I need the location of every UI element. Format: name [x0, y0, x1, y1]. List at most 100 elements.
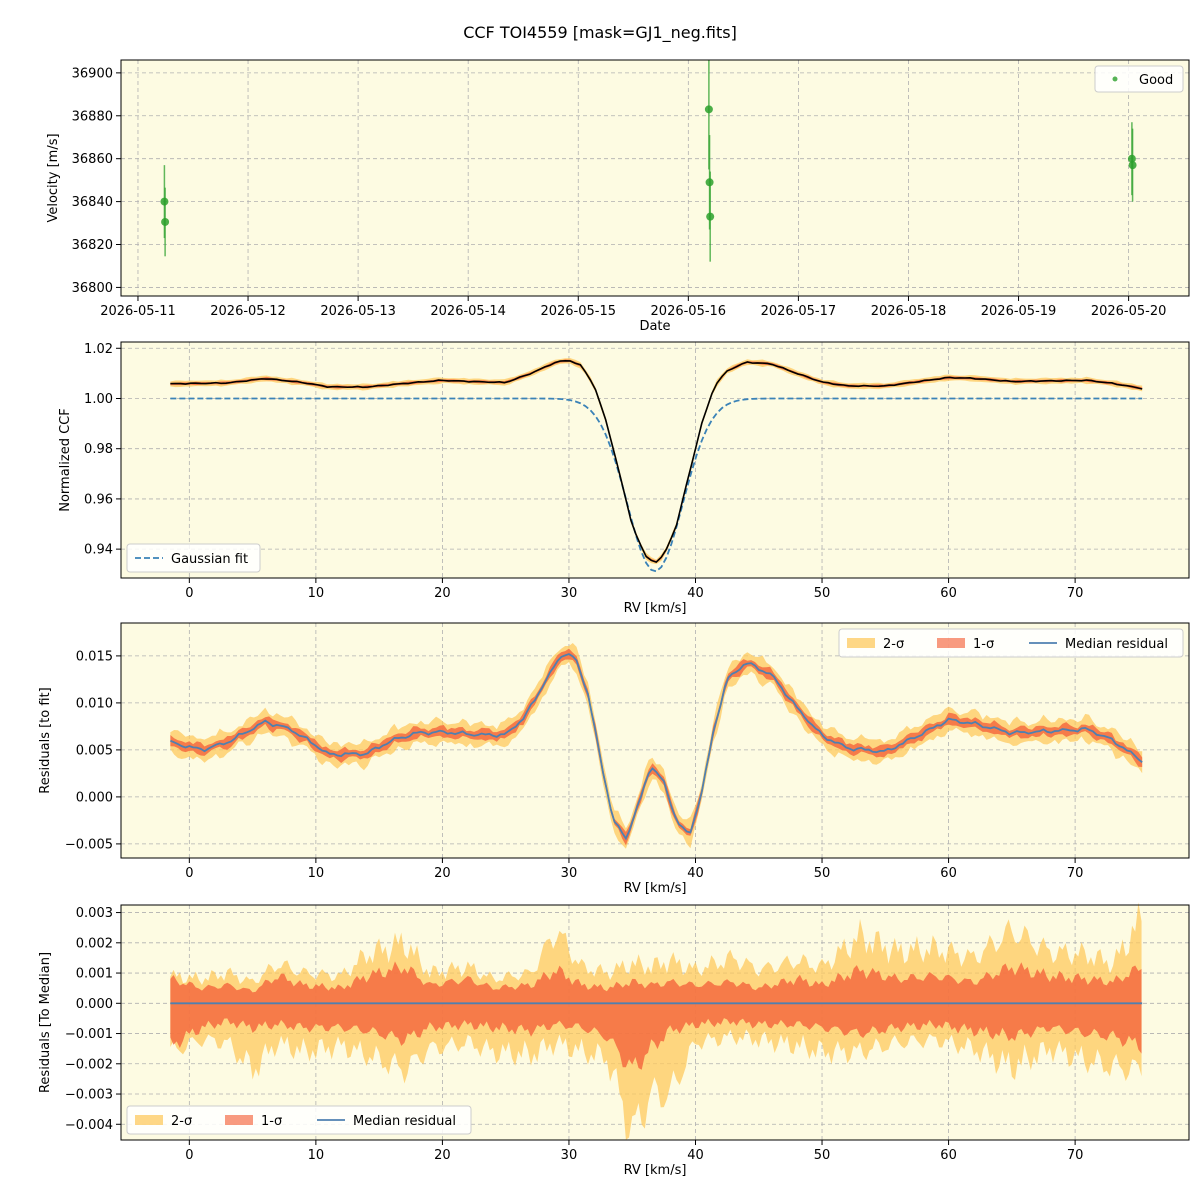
y-tick-label: 36880 [72, 109, 113, 124]
x-tick-label: 10 [308, 586, 325, 601]
y-tick-label: 36800 [72, 281, 113, 296]
x-axis-label: RV [km/s] [624, 601, 687, 616]
x-tick-label: 2026-05-20 [1091, 304, 1167, 319]
y-tick-label: 1.02 [84, 342, 113, 357]
axes-frame [120, 59, 1190, 297]
x-axis-label: RV [km/s] [624, 881, 687, 896]
legend-box [126, 1105, 472, 1135]
y-tick-label: 1.00 [84, 392, 113, 407]
series-good [160, 60, 1137, 262]
legend-box [838, 628, 1184, 658]
legend: Gaussian fit [126, 543, 261, 573]
legend-swatch-1-sigma [225, 1115, 253, 1125]
legend-label-2-sigma: 2-σ [171, 1114, 192, 1129]
data-point [704, 105, 713, 114]
x-tick-label: 30 [561, 586, 578, 601]
legend-label-2-sigma: 2-σ [883, 637, 904, 652]
residual-2-sigma-band [170, 642, 1143, 849]
median-residual-line [169, 653, 1143, 841]
axes-frame [120, 904, 1190, 1141]
x-tick-label: 20 [434, 866, 451, 881]
legend-label-median-residual: Median residual [353, 1114, 456, 1129]
x-tick-label: 60 [940, 1148, 957, 1163]
y-tick-label: −0.004 [65, 1118, 113, 1133]
x-tick-label: 50 [814, 1148, 831, 1163]
data-point [161, 217, 170, 226]
x-tick-label: 40 [687, 586, 704, 601]
legend: 2-σ 1-σ Median residual [838, 628, 1184, 658]
gaussian-fit-line [170, 397, 1143, 573]
panel-3: 0 10 20 30 40 50 60 70 −0.005 0.000 0.005 0.010 0.01… [38, 622, 1190, 896]
legend-box [1094, 65, 1184, 93]
y-tick-label: 36900 [72, 66, 113, 81]
x-tick-label: 2026-05-19 [981, 304, 1057, 319]
legend-label-median-residual: Median residual [1065, 637, 1168, 652]
x-tick-label: 20 [434, 1148, 451, 1163]
y-tick-label: 0.010 [76, 696, 113, 711]
x-tick-label: 70 [1067, 866, 1084, 881]
y-tick-label: 0.002 [76, 936, 113, 951]
median-1-sigma-band [170, 961, 1142, 1070]
x-tick-label: 40 [687, 866, 704, 881]
y-tick-label: 0.98 [84, 442, 113, 457]
panel-1: 2026-05-11 2026-05-12 2026-05-13 2026-05-14… [46, 59, 1190, 334]
legend-label-good: Good [1139, 73, 1173, 88]
ccf-median-line [170, 360, 1143, 563]
y-tick-label: −0.003 [65, 1088, 113, 1103]
x-tick-label: 60 [940, 866, 957, 881]
legend-marker-good [1112, 76, 1118, 82]
x-tick-label: 2026-05-16 [651, 304, 727, 319]
y-tick-label: 0.000 [76, 790, 113, 805]
x-tick-label: 70 [1067, 586, 1084, 601]
panel-2: 0 10 20 30 40 50 60 70 0.94 0.96 0.98 1.00 1.02 RV [k… [58, 341, 1190, 616]
y-tick-label: −0.002 [65, 1057, 113, 1072]
data-point [1128, 161, 1137, 170]
y-tick-label: 0.96 [84, 492, 113, 507]
x-tick-label: 2026-05-15 [540, 304, 616, 319]
x-tick-label: 2026-05-17 [761, 304, 837, 319]
x-tick-label: 20 [434, 586, 451, 601]
x-tick-label: 60 [940, 586, 957, 601]
y-tick-label: 0.001 [76, 967, 113, 982]
y-axis-label: Normalized CCF [58, 408, 73, 512]
y-tick-label: 36840 [72, 195, 113, 210]
x-tick-label: 2026-05-13 [320, 304, 396, 319]
axes-frame [120, 622, 1190, 859]
plot-area [121, 342, 1189, 578]
legend-box [126, 543, 261, 573]
legend: Good [1094, 65, 1184, 93]
legend-label-1-sigma: 1-σ [973, 637, 994, 652]
y-tick-label: 0.015 [76, 649, 113, 664]
x-tick-label: 0 [185, 866, 193, 881]
data-point [706, 212, 715, 221]
legend: 2-σ 1-σ Median residual [126, 1105, 472, 1135]
y-axis-label: Velocity [m/s] [46, 133, 61, 222]
legend-label-gaussian-fit: Gaussian fit [171, 552, 248, 567]
x-tick-label: 10 [308, 866, 325, 881]
x-tick-label: 70 [1067, 1148, 1084, 1163]
axes-frame [120, 341, 1190, 579]
x-tick-label: 30 [561, 866, 578, 881]
legend-label-1-sigma: 1-σ [261, 1114, 282, 1129]
y-tick-label: 0.94 [84, 543, 113, 558]
x-tick-label: 50 [814, 866, 831, 881]
y-tick-label: −0.005 [65, 837, 113, 852]
x-tick-label: 2026-05-11 [100, 304, 176, 319]
y-tick-label: 36860 [72, 152, 113, 167]
figure-title: CCF TOI4559 [mask=GJ1_neg.fits] [463, 23, 737, 43]
x-tick-label: 10 [308, 1148, 325, 1163]
x-tick-label: 30 [561, 1148, 578, 1163]
legend-swatch-1-sigma [937, 638, 965, 648]
x-tick-label: 40 [687, 1148, 704, 1163]
x-axis-label: RV [km/s] [624, 1163, 687, 1178]
y-tick-label: 0.005 [76, 743, 113, 758]
panel-4: 0 10 20 30 40 50 60 70 −0.004 −0.003 −0.002 −0.001 0… [38, 902, 1190, 1178]
y-axis-label: Residuals [To Median] [38, 952, 53, 1093]
y-tick-label: 36820 [72, 238, 113, 253]
x-tick-label: 0 [185, 1148, 193, 1163]
y-tick-label: −0.001 [65, 1027, 113, 1042]
x-tick-label: 2026-05-12 [210, 304, 286, 319]
plot-area [121, 60, 1189, 296]
x-axis-label: Date [639, 319, 670, 334]
